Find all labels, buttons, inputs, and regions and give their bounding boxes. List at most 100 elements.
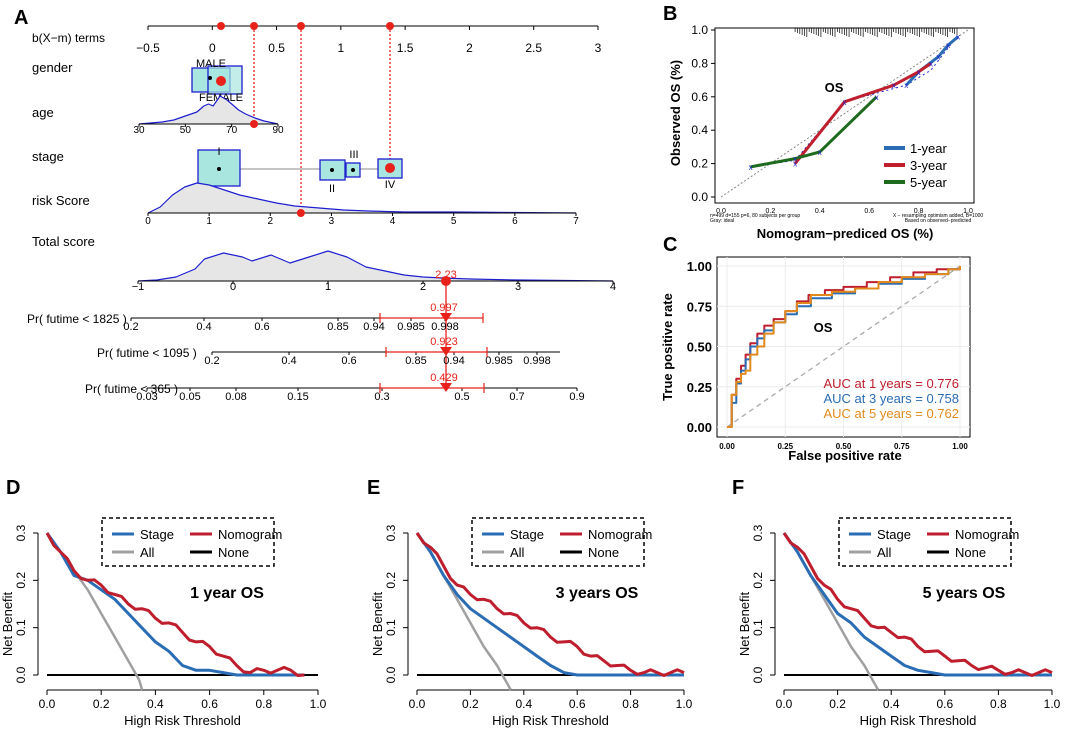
all-curve-tail (137, 679, 144, 691)
total-tick-label: 1 (325, 281, 331, 293)
prob-value-marker (440, 313, 452, 322)
legend-label: Stage (510, 527, 544, 542)
risk-selected-marker (296, 209, 305, 217)
footnote: n=499 d=155 p=6, 80 subjects per group (710, 213, 800, 219)
prob-tick-label: 0.85 (405, 355, 426, 367)
y-tick-label: 0.50 (687, 340, 712, 355)
calibration-point: x (749, 163, 753, 172)
prob-tick-label: 0.985 (485, 355, 513, 367)
stage-iii-dot (351, 168, 355, 172)
y-tick-label: 0.0 (14, 666, 28, 683)
risk-tick-label: 7 (573, 216, 579, 227)
age-tick-label: 70 (226, 125, 238, 136)
panel-letter-d: D (6, 477, 20, 499)
prob-value-label: 0.429 (430, 372, 458, 384)
prob-tick-label: 0.5 (454, 391, 469, 403)
terms-tick-label: 2 (466, 41, 473, 55)
total-tick-label: 4 (610, 281, 616, 293)
legend-label: Nomogram (955, 527, 1019, 542)
prob-tick-label: 0.05 (179, 391, 200, 403)
y-tick-label: 0.75 (687, 299, 712, 314)
x-axis-label: Nomogram−prediced OS (%) (757, 226, 934, 241)
prob-tick-label: 0.3 (374, 391, 389, 403)
x-tick-label: 0.8 (622, 697, 639, 711)
risk-tick-label: 4 (390, 216, 396, 227)
panel-letter-b: B (663, 3, 677, 25)
y-tick-label: 0.6 (691, 90, 708, 104)
total-tick-label: 0 (230, 281, 236, 293)
age-density-fill (139, 96, 278, 124)
x-tick-label: 1.0 (963, 208, 973, 215)
chart-title: 5 years OS (923, 585, 1006, 602)
stage-level-iv: IV (385, 179, 396, 191)
x-tick-label: 0.2 (462, 697, 479, 711)
prob-tick-label: 0.998 (431, 321, 459, 333)
prob-row-label: Pr( futime < 1825 ) (27, 312, 127, 326)
total-tick-label: −1 (132, 281, 145, 293)
risk-tick-label: 1 (206, 216, 212, 227)
calibration-point: x (793, 155, 797, 164)
y-axis-label: True positive rate (660, 293, 675, 401)
y-tick-label: 0.2 (751, 572, 765, 589)
gender-mean-dot (208, 76, 212, 80)
y-axis-label: Observed OS (%) (668, 60, 683, 166)
x-tick-label: 0.6 (201, 697, 218, 711)
panel-letter-a: A (14, 7, 28, 29)
y-tick-label: 0.1 (751, 619, 765, 636)
risk-tick-label: 6 (512, 216, 518, 227)
prob-value-marker (440, 383, 452, 392)
calibration-point: x (936, 53, 940, 62)
terms-tick-label: 2.5 (525, 41, 542, 55)
y-tick-label: 0.3 (14, 524, 28, 541)
calibration-point: x (843, 98, 847, 107)
prob-tick-label: 0.7 (509, 391, 524, 403)
y-tick-label: 0.2 (14, 572, 28, 589)
calibration-point: x (917, 68, 921, 77)
calibration-point: x (818, 148, 822, 157)
legend-label: Nomogram (588, 527, 652, 542)
prob-tick-label: 0.6 (341, 355, 356, 367)
footnote: Gray: ideal (710, 218, 734, 224)
series-line-1-year (905, 35, 960, 87)
y-tick-label: 1.00 (687, 259, 712, 274)
ideal-line (720, 29, 969, 198)
prob-tick-label: 0.9 (569, 391, 584, 403)
roc-curve-5-years (727, 266, 961, 428)
prob-tick-label: 0.6 (254, 321, 269, 333)
y-tick-label: 0.0 (384, 666, 398, 683)
calibration-point: x (946, 41, 950, 50)
x-tick-label: 0.25 (777, 442, 793, 451)
gender-label: gender (32, 60, 73, 75)
prob-tick-label: 0.2 (204, 355, 219, 367)
terms-tick-label: −0.5 (136, 41, 160, 55)
legend-label: All (877, 545, 892, 560)
y-tick-label: 0.8 (691, 56, 708, 70)
y-tick-label: 0.0 (751, 666, 765, 683)
calibration-point: x (956, 33, 960, 42)
x-tick-label: 0.2 (766, 208, 776, 215)
all-curve-tail (874, 683, 880, 691)
nomogram-curve (45, 532, 305, 677)
legend-label: None (218, 545, 249, 560)
x-tick-label: 0.6 (864, 208, 874, 215)
prob-tick-label: 0.2 (123, 321, 138, 333)
stage-label: stage (32, 149, 64, 164)
y-tick-label: 0.2 (384, 572, 398, 589)
auc-label: AUC at 1 years = 0.776 (824, 376, 960, 391)
total-tick-label: 2 (420, 281, 426, 293)
y-tick-label: 0.4 (691, 123, 708, 137)
panel-d: 0.0 0.1 0.2 0.3 0.0 0.2 0.4 0.6 0.8 1.0 High Risk … (0, 517, 327, 728)
x-tick-label: 1.0 (676, 697, 693, 711)
total-density-fill (138, 251, 613, 281)
y-axis-label: Net Benefit (0, 591, 15, 656)
stage-ii-dot (330, 168, 334, 172)
stage-curve (45, 532, 305, 677)
series-line-5-year (750, 95, 878, 169)
legend-label: All (510, 545, 525, 560)
x-tick-label: 0.4 (147, 697, 164, 711)
calibration-point: x (929, 59, 933, 68)
legend-box (101, 517, 275, 567)
prob-tick-label: 0.4 (196, 321, 211, 333)
terms-tick-label: 0 (209, 41, 216, 55)
x-tick-label: 0.0 (716, 208, 726, 215)
